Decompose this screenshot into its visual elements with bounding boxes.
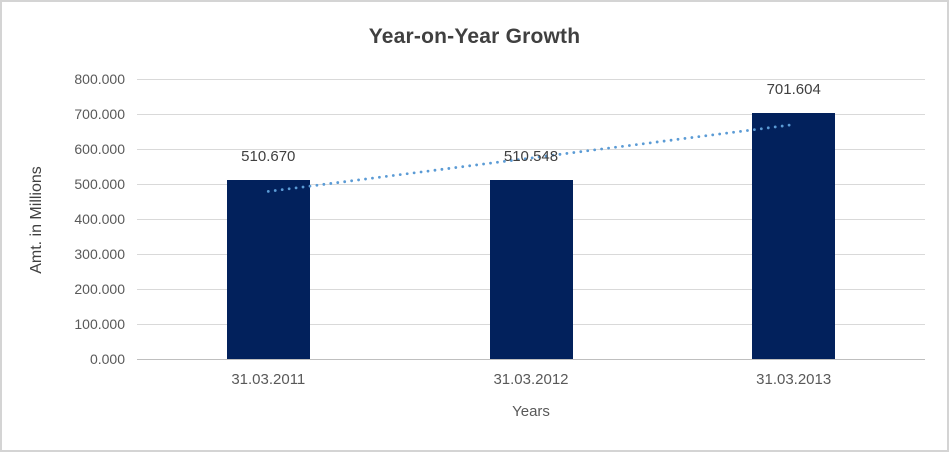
y-tick-label: 500.000 xyxy=(74,176,125,192)
y-tick-label: 200.000 xyxy=(74,281,125,297)
y-tick-label: 400.000 xyxy=(74,211,125,227)
y-tick-label: 800.000 xyxy=(74,71,125,87)
bar-data-label: 510.548 xyxy=(503,148,559,166)
x-axis-line xyxy=(137,359,925,360)
x-tick-label: 31.03.2013 xyxy=(756,371,832,388)
chart-title: Year-on-Year Growth xyxy=(368,25,581,48)
bar-data-label: 510.670 xyxy=(241,148,296,166)
y-tick-label: 700.000 xyxy=(74,106,125,122)
x-tick-label: 31.03.2011 xyxy=(231,371,306,388)
bar xyxy=(752,113,836,359)
bar-data-label: 701.604 xyxy=(766,81,821,99)
y-tick-label: 100.000 xyxy=(74,316,125,332)
x-tick-label: 31.03.2012 xyxy=(493,371,569,388)
y-tick-label: 0.000 xyxy=(89,351,125,367)
y-tick-label: 600.000 xyxy=(74,141,125,157)
gridline xyxy=(137,79,925,80)
gridline xyxy=(137,114,925,115)
x-axis-title: Years xyxy=(512,403,550,420)
bar xyxy=(226,180,310,359)
y-tick-label: 300.000 xyxy=(74,246,125,262)
bar xyxy=(489,180,573,359)
